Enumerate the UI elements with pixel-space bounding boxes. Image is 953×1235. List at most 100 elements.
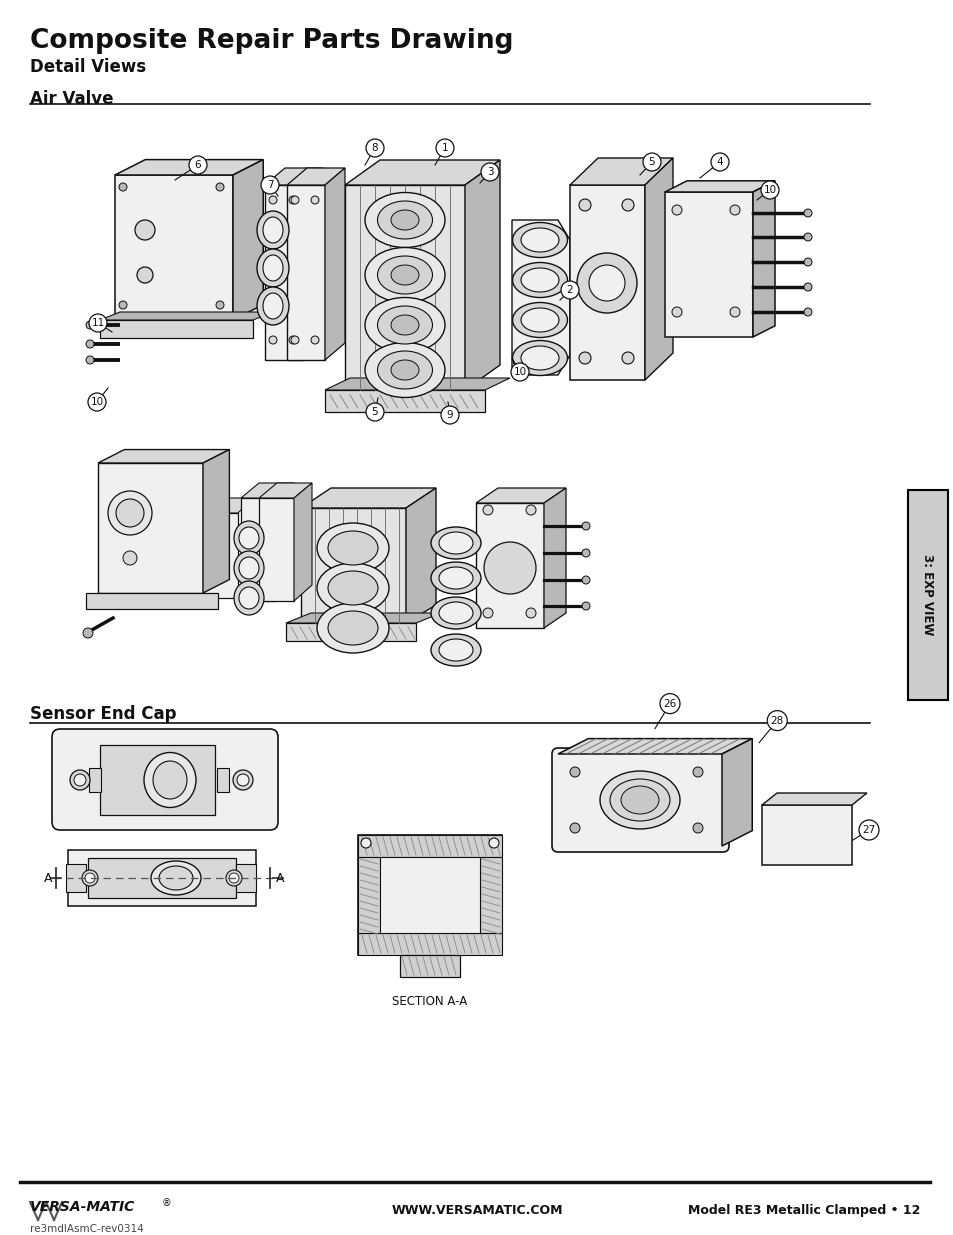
Circle shape: [137, 267, 152, 283]
Circle shape: [577, 253, 637, 312]
Circle shape: [236, 774, 249, 785]
Ellipse shape: [438, 532, 473, 555]
Ellipse shape: [520, 268, 558, 291]
FancyBboxPatch shape: [52, 729, 277, 830]
Polygon shape: [258, 483, 312, 498]
Circle shape: [289, 336, 296, 345]
Circle shape: [311, 336, 318, 345]
Ellipse shape: [520, 228, 558, 252]
Polygon shape: [761, 805, 851, 864]
Circle shape: [86, 340, 94, 348]
Polygon shape: [379, 857, 479, 932]
Circle shape: [269, 336, 276, 345]
Polygon shape: [345, 185, 464, 390]
Polygon shape: [357, 932, 501, 955]
Polygon shape: [761, 793, 866, 805]
Polygon shape: [543, 488, 565, 629]
Polygon shape: [476, 503, 543, 629]
Text: Detail Views: Detail Views: [30, 58, 146, 77]
Ellipse shape: [391, 359, 418, 380]
Ellipse shape: [316, 603, 389, 653]
Circle shape: [86, 356, 94, 364]
Polygon shape: [66, 864, 86, 892]
Circle shape: [82, 869, 98, 885]
Circle shape: [581, 550, 589, 557]
Ellipse shape: [377, 256, 432, 294]
Polygon shape: [357, 835, 501, 955]
Text: 9: 9: [446, 410, 453, 420]
Text: 8: 8: [372, 143, 378, 153]
Circle shape: [803, 258, 811, 266]
Circle shape: [729, 205, 740, 215]
Circle shape: [215, 301, 224, 309]
Circle shape: [578, 199, 590, 211]
Text: 5: 5: [648, 157, 655, 167]
Polygon shape: [406, 488, 436, 622]
Circle shape: [525, 505, 536, 515]
Polygon shape: [258, 498, 294, 601]
Ellipse shape: [239, 527, 258, 550]
Polygon shape: [233, 159, 263, 320]
Polygon shape: [89, 768, 101, 792]
Polygon shape: [235, 864, 255, 892]
Bar: [907, 490, 947, 700]
Text: 3: EXP VIEW: 3: EXP VIEW: [921, 555, 934, 636]
Polygon shape: [98, 450, 229, 463]
Text: A: A: [44, 872, 52, 884]
Circle shape: [692, 767, 702, 777]
Polygon shape: [303, 168, 323, 359]
Ellipse shape: [152, 761, 187, 799]
Text: Composite Repair Parts Drawing: Composite Repair Parts Drawing: [30, 28, 513, 54]
Text: SECTION A-A: SECTION A-A: [392, 995, 467, 1008]
Text: 6: 6: [194, 161, 201, 170]
Polygon shape: [664, 191, 752, 337]
Polygon shape: [752, 180, 774, 337]
Circle shape: [858, 820, 878, 840]
Ellipse shape: [599, 771, 679, 829]
Ellipse shape: [377, 306, 432, 345]
Ellipse shape: [431, 527, 480, 559]
Ellipse shape: [377, 351, 432, 389]
Ellipse shape: [316, 563, 389, 613]
Circle shape: [86, 321, 94, 329]
Polygon shape: [512, 220, 569, 375]
Circle shape: [269, 196, 276, 204]
Circle shape: [233, 769, 253, 790]
Polygon shape: [115, 159, 263, 175]
Ellipse shape: [431, 597, 480, 629]
Circle shape: [482, 608, 493, 618]
Polygon shape: [325, 378, 510, 390]
Polygon shape: [68, 850, 255, 906]
Circle shape: [261, 177, 278, 194]
Circle shape: [803, 283, 811, 291]
Polygon shape: [100, 312, 273, 320]
Circle shape: [119, 183, 127, 191]
Ellipse shape: [263, 293, 283, 319]
Ellipse shape: [256, 249, 289, 287]
Ellipse shape: [512, 303, 567, 337]
Text: 5: 5: [372, 408, 378, 417]
Circle shape: [692, 823, 702, 832]
Polygon shape: [241, 498, 275, 601]
Ellipse shape: [365, 193, 444, 247]
Circle shape: [581, 601, 589, 610]
Text: WWW.VERSAMATIC.COM: WWW.VERSAMATIC.COM: [391, 1204, 562, 1216]
Circle shape: [116, 499, 144, 527]
Ellipse shape: [328, 611, 377, 645]
Polygon shape: [98, 463, 203, 593]
Circle shape: [189, 156, 207, 174]
Polygon shape: [569, 158, 672, 185]
Polygon shape: [203, 498, 253, 513]
Circle shape: [480, 163, 498, 182]
Circle shape: [88, 393, 106, 411]
Text: 7: 7: [267, 180, 273, 190]
Text: Air Valve: Air Valve: [30, 90, 113, 107]
Ellipse shape: [512, 341, 567, 375]
Polygon shape: [265, 185, 303, 359]
Circle shape: [729, 308, 740, 317]
Text: 4: 4: [716, 157, 722, 167]
Text: 28: 28: [770, 715, 783, 726]
Ellipse shape: [520, 346, 558, 370]
Circle shape: [74, 774, 86, 785]
Polygon shape: [301, 488, 436, 508]
